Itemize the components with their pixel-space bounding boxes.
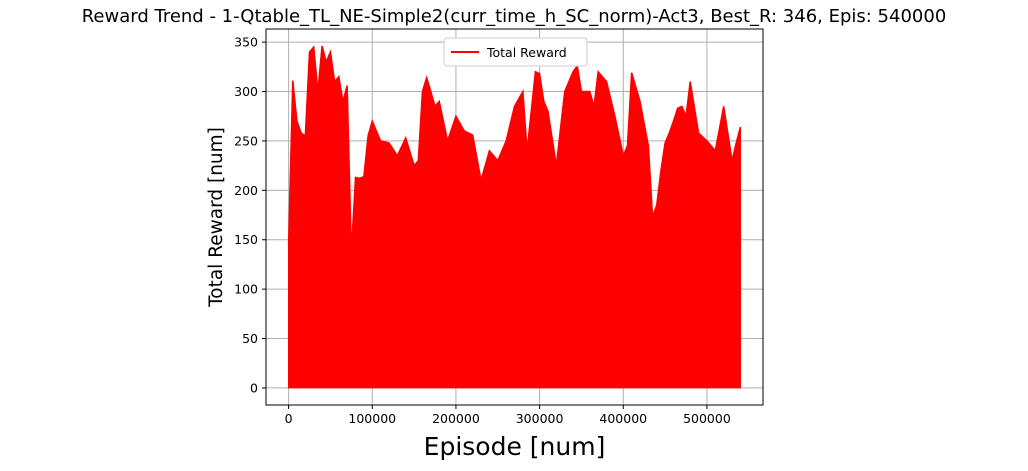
y-tick-label: 200 [234, 183, 258, 198]
x-tick-label: 300000 [516, 411, 564, 426]
axis-ticks: 0 100000 200000 300000 400000 500000 0 50 100 150… [234, 35, 731, 426]
plot-frame [265, 28, 764, 406]
y-tick-label: 100 [234, 282, 258, 297]
legend-label: Total Reward [486, 45, 567, 60]
legend: Total Reward [443, 37, 588, 67]
x-axis-label: Episode [num] [424, 432, 606, 461]
y-tick-label: 350 [234, 35, 258, 50]
chart-title: Reward Trend - 1-Qtable_TL_NE-Simple2(cu… [82, 6, 947, 27]
x-tick-label: 100000 [348, 411, 396, 426]
y-tick-label: 50 [242, 331, 258, 346]
x-tick-label: 200000 [432, 411, 480, 426]
x-tick-label: 0 [285, 411, 293, 426]
y-tick-label: 300 [234, 84, 258, 99]
x-tick-label: 400000 [599, 411, 647, 426]
reward-series-spikes [288, 56, 741, 388]
y-tick-label: 250 [234, 133, 258, 148]
reward-series-line [287, 45, 742, 253]
y-tick-label: 150 [234, 232, 258, 247]
legend-box [443, 37, 588, 67]
y-axis-label: Total Reward [num] [206, 127, 227, 308]
data-layer [287, 45, 742, 389]
y-tick-label: 0 [250, 380, 258, 395]
x-tick-label: 500000 [683, 411, 731, 426]
